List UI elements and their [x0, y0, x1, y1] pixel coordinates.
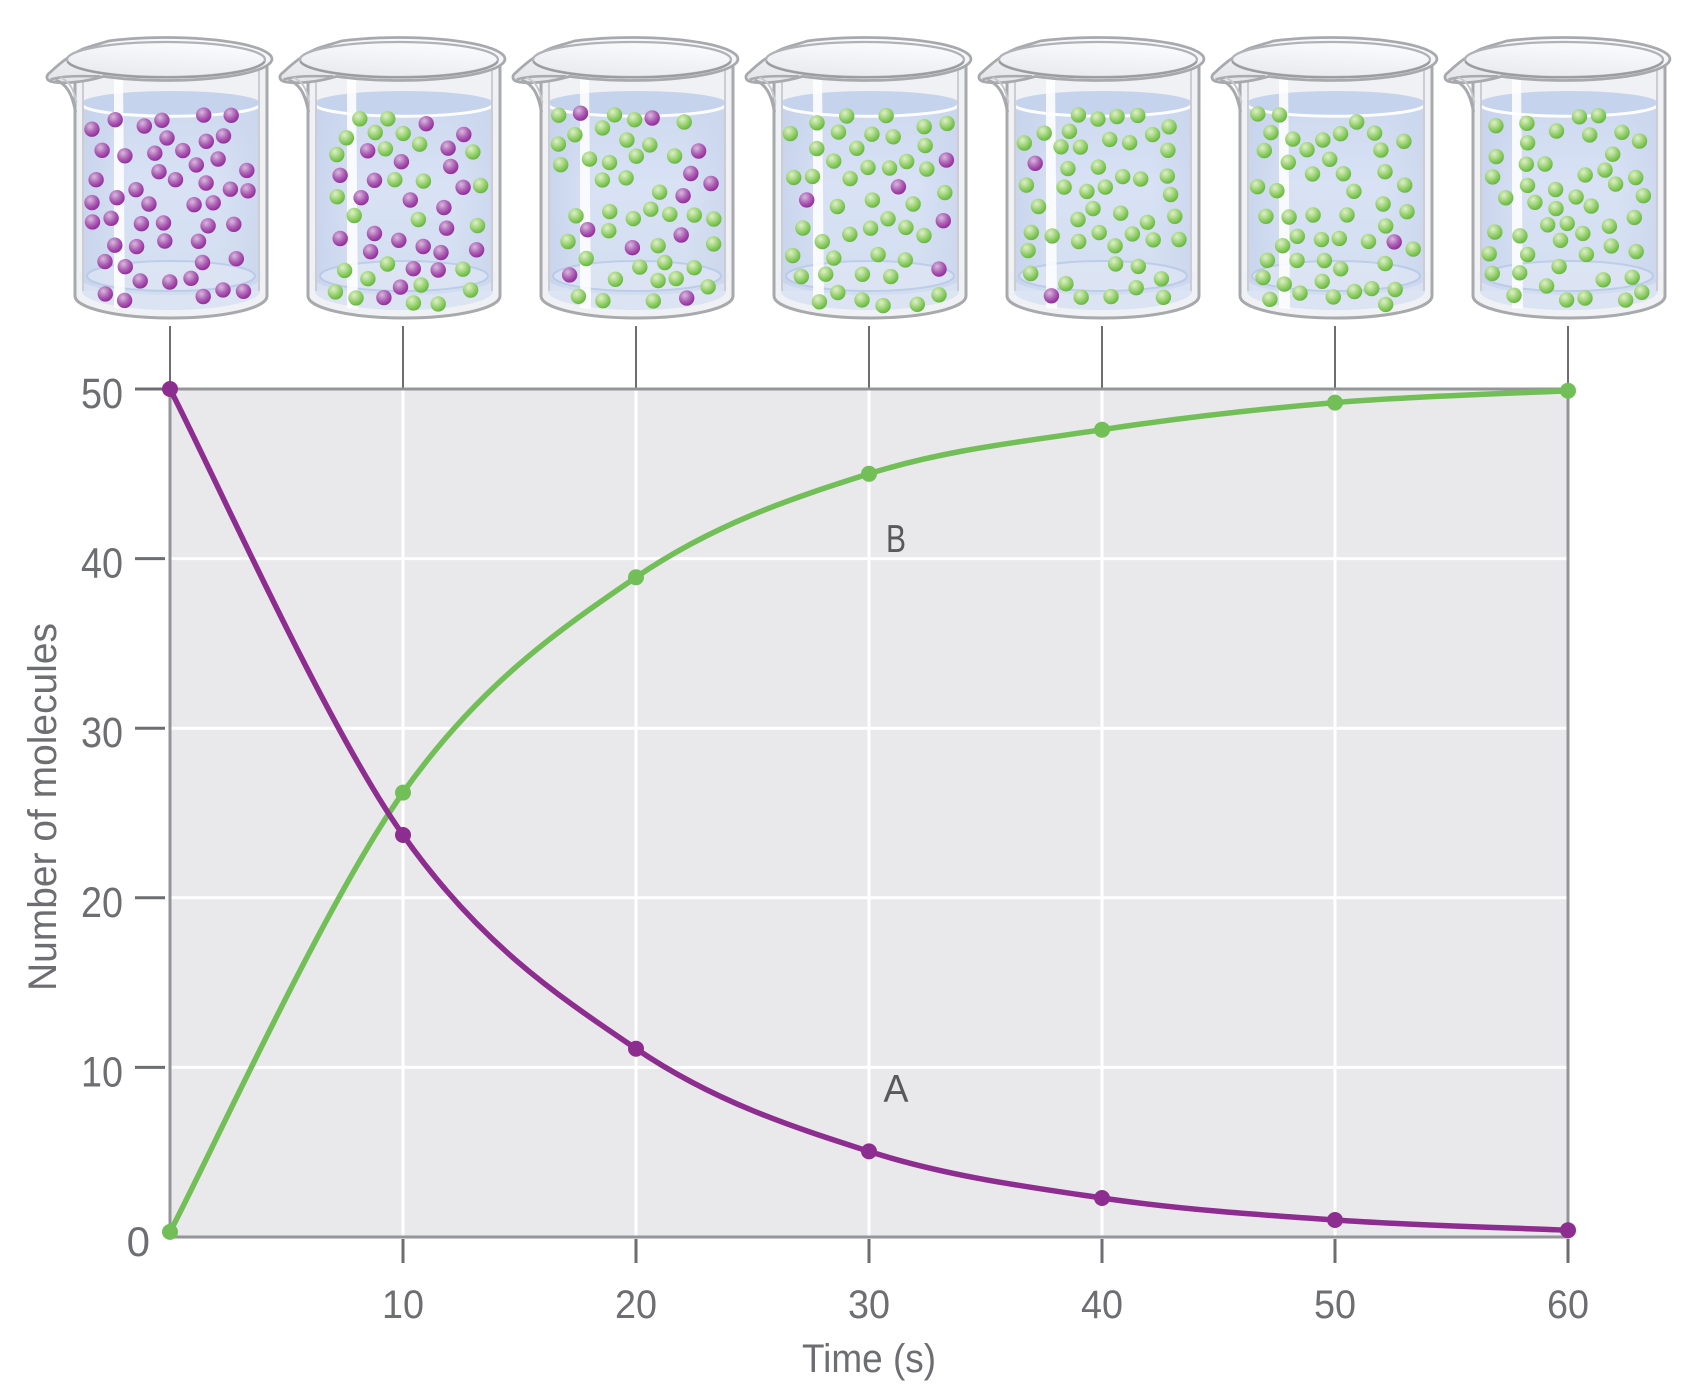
svg-text:Number of molecules: Number of molecules — [21, 623, 65, 991]
svg-text:30: 30 — [81, 709, 123, 757]
svg-text:40: 40 — [1081, 1283, 1123, 1327]
svg-text:50: 50 — [81, 370, 123, 418]
svg-text:40: 40 — [81, 540, 123, 588]
svg-text:20: 20 — [615, 1283, 657, 1327]
svg-text:10: 10 — [81, 1048, 123, 1096]
svg-text:30: 30 — [848, 1283, 890, 1327]
svg-text:0: 0 — [127, 1218, 150, 1265]
svg-text:20: 20 — [81, 879, 123, 927]
svg-text:Time (s): Time (s) — [802, 1337, 936, 1381]
svg-text:A: A — [884, 1068, 909, 1111]
svg-text:10: 10 — [382, 1283, 424, 1327]
svg-text:50: 50 — [1314, 1283, 1356, 1327]
svg-text:60: 60 — [1547, 1283, 1589, 1327]
svg-text:B: B — [886, 518, 906, 561]
